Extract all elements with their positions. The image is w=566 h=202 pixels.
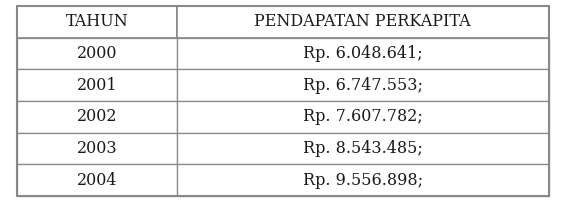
Text: 2000: 2000 <box>76 45 117 62</box>
Bar <box>177 101 549 133</box>
Text: 2003: 2003 <box>76 140 117 157</box>
Bar <box>17 69 177 101</box>
Bar <box>177 164 549 196</box>
Text: Rp. 6.747.553;: Rp. 6.747.553; <box>303 77 423 94</box>
Text: Rp. 6.048.641;: Rp. 6.048.641; <box>303 45 423 62</box>
Bar <box>177 38 549 69</box>
Text: Rp. 8.543.485;: Rp. 8.543.485; <box>303 140 423 157</box>
Bar <box>177 6 549 38</box>
Bar <box>17 6 177 38</box>
Bar <box>17 101 177 133</box>
Bar <box>17 38 177 69</box>
Text: 2004: 2004 <box>76 172 117 189</box>
Text: TAHUN: TAHUN <box>66 13 128 30</box>
Text: 2001: 2001 <box>76 77 117 94</box>
Bar <box>177 133 549 164</box>
Bar <box>17 164 177 196</box>
Bar <box>17 133 177 164</box>
Text: Rp. 7.607.782;: Rp. 7.607.782; <box>303 108 423 125</box>
Text: Rp. 9.556.898;: Rp. 9.556.898; <box>303 172 423 189</box>
Text: PENDAPATAN PERKAPITA: PENDAPATAN PERKAPITA <box>255 13 471 30</box>
Bar <box>177 69 549 101</box>
Text: 2002: 2002 <box>76 108 117 125</box>
